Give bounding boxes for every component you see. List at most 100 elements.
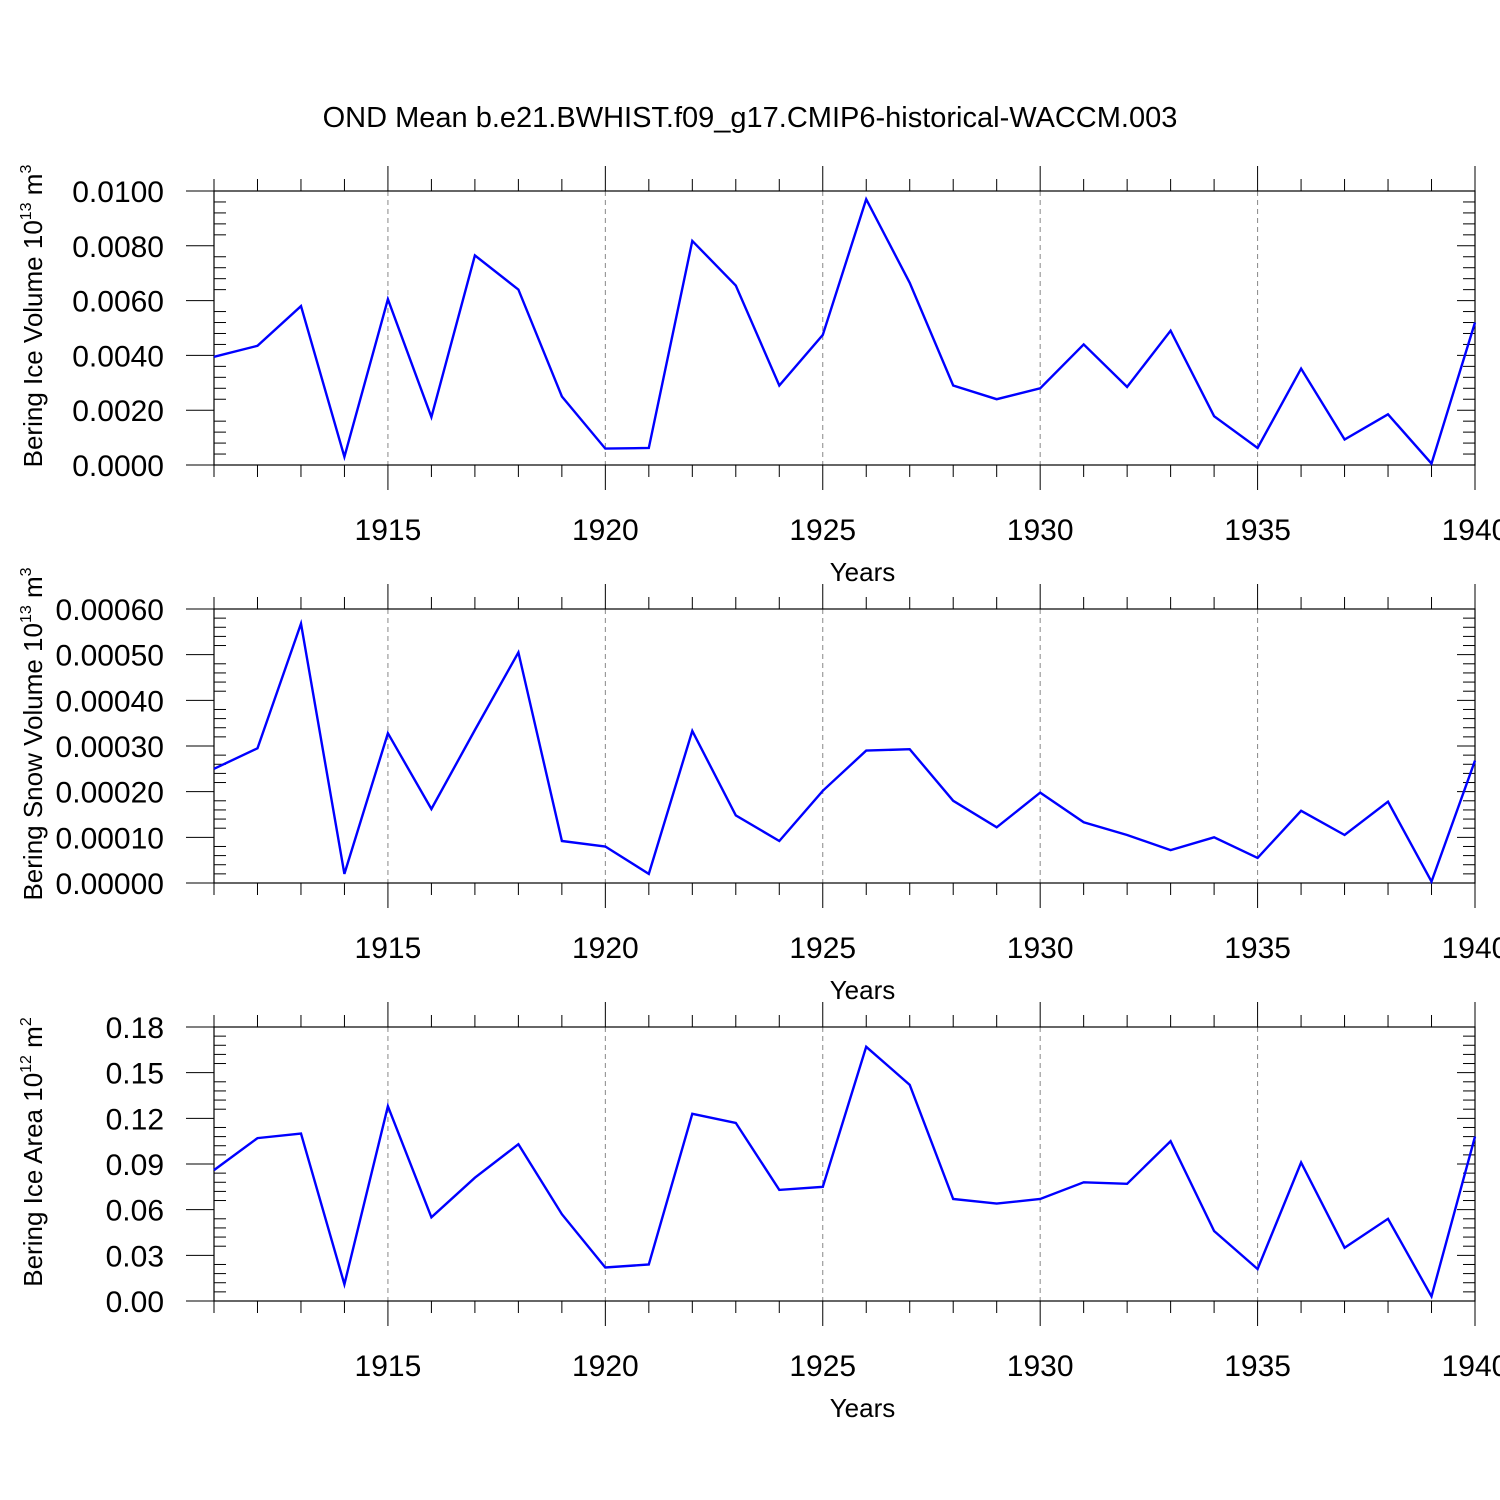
data-point bbox=[1299, 1160, 1303, 1164]
data-point bbox=[734, 813, 738, 817]
data-point bbox=[342, 455, 346, 459]
y-tick-label: 0.0100 bbox=[72, 176, 164, 209]
data-point bbox=[777, 1188, 781, 1192]
data-point bbox=[1473, 321, 1477, 325]
data-point bbox=[1343, 833, 1347, 837]
data-point bbox=[1256, 1267, 1260, 1271]
data-point bbox=[1473, 1135, 1477, 1139]
data-point bbox=[951, 1197, 955, 1201]
y-axis-label-unit-exponent: 2 bbox=[18, 1017, 35, 1026]
data-point bbox=[1299, 809, 1303, 813]
x-tick-label: 1925 bbox=[789, 514, 856, 547]
y-tick-label: 0.15 bbox=[106, 1058, 164, 1091]
data-point bbox=[864, 197, 868, 201]
y-axis-label-unit-exponent: 3 bbox=[18, 567, 35, 576]
x-tick-label: 1935 bbox=[1224, 932, 1291, 965]
panel-1: 0.0000 0.0020 0.0040 0.0060 0.0080 0.0100 1915… bbox=[18, 165, 1500, 587]
data-point bbox=[1169, 329, 1173, 333]
x-tick-label: 1920 bbox=[572, 1350, 639, 1383]
data-point bbox=[1343, 1246, 1347, 1250]
x-tick-label: 1940 bbox=[1442, 932, 1500, 965]
plot-frame bbox=[213, 608, 1476, 884]
data-point bbox=[1169, 1139, 1173, 1143]
data-point bbox=[342, 1282, 346, 1286]
y-tick-label: 0.18 bbox=[106, 1012, 164, 1045]
data-point bbox=[1430, 462, 1434, 466]
data-point bbox=[1256, 856, 1260, 860]
data-point bbox=[603, 844, 607, 848]
data-point bbox=[821, 789, 825, 793]
plot-frame bbox=[213, 1026, 1476, 1302]
data-point bbox=[1430, 1294, 1434, 1298]
data-point bbox=[690, 239, 694, 243]
data-point bbox=[212, 767, 216, 771]
y-axis-label: Bering Ice Area 1012 m2 bbox=[18, 1017, 48, 1287]
data-point bbox=[1473, 759, 1477, 763]
x-axis-label: Years bbox=[830, 1393, 896, 1423]
data-point bbox=[560, 839, 564, 843]
data-point bbox=[995, 1202, 999, 1206]
y-tick-label: 0.00040 bbox=[56, 685, 164, 718]
data-point bbox=[603, 1266, 607, 1270]
data-point bbox=[1256, 446, 1260, 450]
y-tick-label: 0.0020 bbox=[72, 395, 164, 428]
x-tick-label: 1925 bbox=[789, 1350, 856, 1383]
data-point bbox=[908, 1083, 912, 1087]
x-tick-label: 1920 bbox=[572, 932, 639, 965]
data-point bbox=[864, 749, 868, 753]
y-axis-label-text: Bering Ice Area 10 bbox=[18, 1073, 48, 1287]
panels: 0.0000 0.0020 0.0040 0.0060 0.0080 0.0100 1915… bbox=[18, 165, 1500, 1423]
data-point bbox=[516, 650, 520, 654]
data-point bbox=[212, 1168, 216, 1172]
data-point bbox=[1212, 414, 1216, 418]
data-point bbox=[1212, 835, 1216, 839]
panel-3: 0.00 0.03 0.06 0.09 0.12 0.15 0.18 1915 1920 1925… bbox=[18, 1002, 1500, 1423]
data-point bbox=[908, 747, 912, 751]
data-point bbox=[951, 799, 955, 803]
x-tick-label: 1940 bbox=[1442, 514, 1500, 547]
y-axis-label-exponent: 13 bbox=[18, 605, 35, 623]
data-point bbox=[429, 415, 433, 419]
y-tick-label: 0.00010 bbox=[56, 822, 164, 855]
x-axis-label: Years bbox=[830, 557, 896, 587]
y-axis-label: Bering Ice Volume 1013 m3 bbox=[18, 165, 48, 468]
y-tick-label: 0.03 bbox=[106, 1240, 164, 1273]
data-point bbox=[1125, 385, 1129, 389]
data-point bbox=[1386, 412, 1390, 416]
data-point bbox=[734, 1121, 738, 1125]
y-tick-label: 0.00 bbox=[106, 1286, 164, 1319]
data-point bbox=[1343, 438, 1347, 442]
data-point bbox=[951, 384, 955, 388]
data-point bbox=[1125, 1182, 1129, 1186]
data-point bbox=[603, 447, 607, 451]
y-axis-label-text: Bering Ice Volume 10 bbox=[18, 220, 48, 467]
series-line bbox=[213, 1044, 1477, 1300]
data-point bbox=[516, 288, 520, 292]
data-point bbox=[429, 807, 433, 811]
data-point bbox=[299, 1132, 303, 1136]
data-point bbox=[386, 731, 390, 735]
data-point bbox=[995, 397, 999, 401]
data-point bbox=[1082, 342, 1086, 346]
data-point bbox=[647, 446, 651, 450]
data-point bbox=[1125, 833, 1129, 837]
y-tick-label: 0.0040 bbox=[72, 340, 164, 373]
y-tick-label: 0.0080 bbox=[72, 231, 164, 264]
y-tick-label: 0.00020 bbox=[56, 777, 164, 810]
x-tick-label: 1930 bbox=[1007, 514, 1074, 547]
panel-2: 0.00000 0.00010 0.00020 0.00030 0.00040 0.000… bbox=[18, 567, 1500, 1005]
data-point bbox=[777, 839, 781, 843]
x-tick-label: 1935 bbox=[1224, 514, 1291, 547]
x-tick-label: 1930 bbox=[1007, 1350, 1074, 1383]
y-axis-label-unit-exponent: 3 bbox=[18, 165, 35, 174]
data-point bbox=[821, 333, 825, 337]
x-tick-label: 1915 bbox=[355, 1350, 422, 1383]
data-point bbox=[908, 281, 912, 285]
data-point bbox=[1212, 1229, 1216, 1233]
data-point bbox=[777, 384, 781, 388]
data-point bbox=[560, 1212, 564, 1216]
y-tick-label: 0.00000 bbox=[56, 868, 164, 901]
data-point bbox=[342, 872, 346, 876]
data-point bbox=[429, 1215, 433, 1219]
data-point bbox=[734, 284, 738, 288]
